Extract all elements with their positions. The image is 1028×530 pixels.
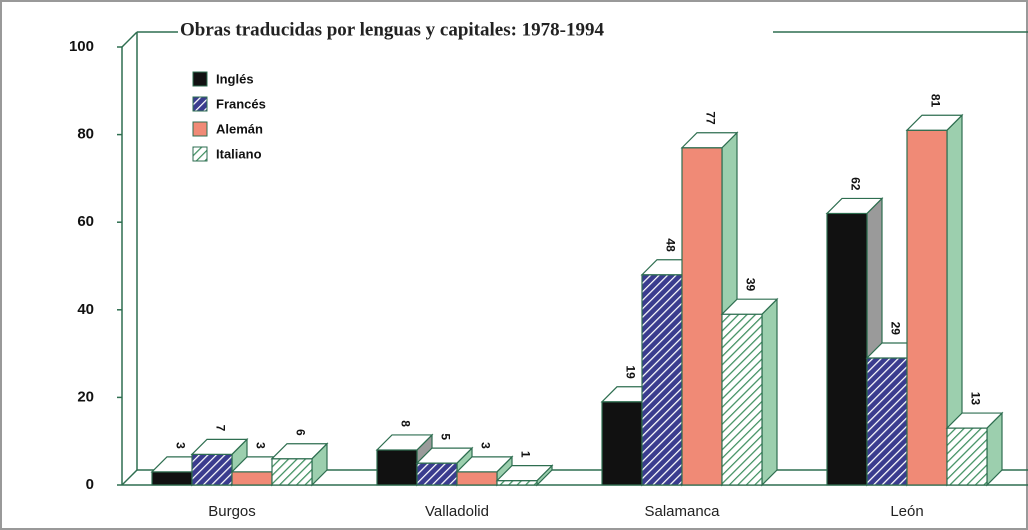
bar [271, 458, 313, 486]
x-tick-label: Salamanca [644, 503, 720, 520]
bar [866, 357, 908, 486]
legend-label: Francés [216, 96, 266, 111]
bar-top [905, 114, 964, 131]
bar [906, 129, 948, 486]
data-label: 8 [398, 420, 412, 427]
y-tick-label: 60 [77, 213, 94, 230]
legend-swatch [192, 121, 208, 137]
data-label: 13 [968, 392, 982, 406]
x-tick-label: Burgos [208, 503, 256, 520]
bar-side [761, 297, 778, 487]
chart-title: Obras traducidas por lenguas y capitales… [180, 19, 605, 40]
bar-top [945, 412, 1004, 429]
data-label: 5 [438, 433, 452, 440]
bar [456, 471, 498, 486]
data-label: 7 [213, 425, 227, 432]
data-label: 6 [293, 429, 307, 436]
legend-swatch [192, 146, 208, 162]
bar [681, 147, 723, 486]
data-label: 77 [703, 111, 717, 125]
y-tick-label: 40 [77, 301, 94, 318]
legend-swatch [192, 71, 208, 87]
wall-top [121, 31, 138, 48]
data-label: 19 [623, 365, 637, 379]
y-tick-label: 80 [77, 126, 94, 143]
floor-edge [121, 469, 138, 486]
y-tick-label: 20 [77, 388, 94, 405]
data-label: 81 [928, 94, 942, 108]
bar [496, 480, 538, 486]
data-label: 62 [848, 177, 862, 191]
bar [191, 453, 233, 486]
bar [721, 313, 763, 486]
y-tick-label: 0 [86, 476, 94, 493]
y-tick-label: 100 [69, 38, 94, 55]
data-label: 29 [888, 322, 902, 336]
x-tick-label: León [890, 503, 923, 520]
legend-label: Inglés [216, 71, 254, 86]
bar [641, 274, 683, 486]
data-label: 1 [518, 451, 532, 458]
bar-top [415, 447, 474, 464]
bar-top [455, 456, 514, 473]
x-tick-label: Valladolid [425, 503, 489, 520]
data-label: 3 [478, 442, 492, 449]
bar-top [190, 438, 249, 455]
bar [826, 212, 868, 486]
data-label: 48 [663, 238, 677, 252]
bar-top [825, 197, 884, 215]
bar [376, 449, 418, 486]
bar-top [680, 132, 739, 149]
bar [151, 471, 193, 486]
bar-top [270, 443, 329, 460]
bar-top [495, 465, 554, 482]
bar-top [375, 434, 434, 451]
legend-swatch [192, 96, 208, 112]
bar [416, 462, 458, 486]
bar [946, 427, 988, 486]
data-label: 39 [743, 278, 757, 292]
legend-label: Alemán [216, 121, 263, 136]
bar [601, 401, 643, 486]
data-label: 3 [253, 442, 267, 449]
bar-top [720, 298, 779, 315]
data-label: 3 [173, 442, 187, 449]
bar [231, 471, 273, 486]
legend-label: Italiano [216, 146, 262, 161]
